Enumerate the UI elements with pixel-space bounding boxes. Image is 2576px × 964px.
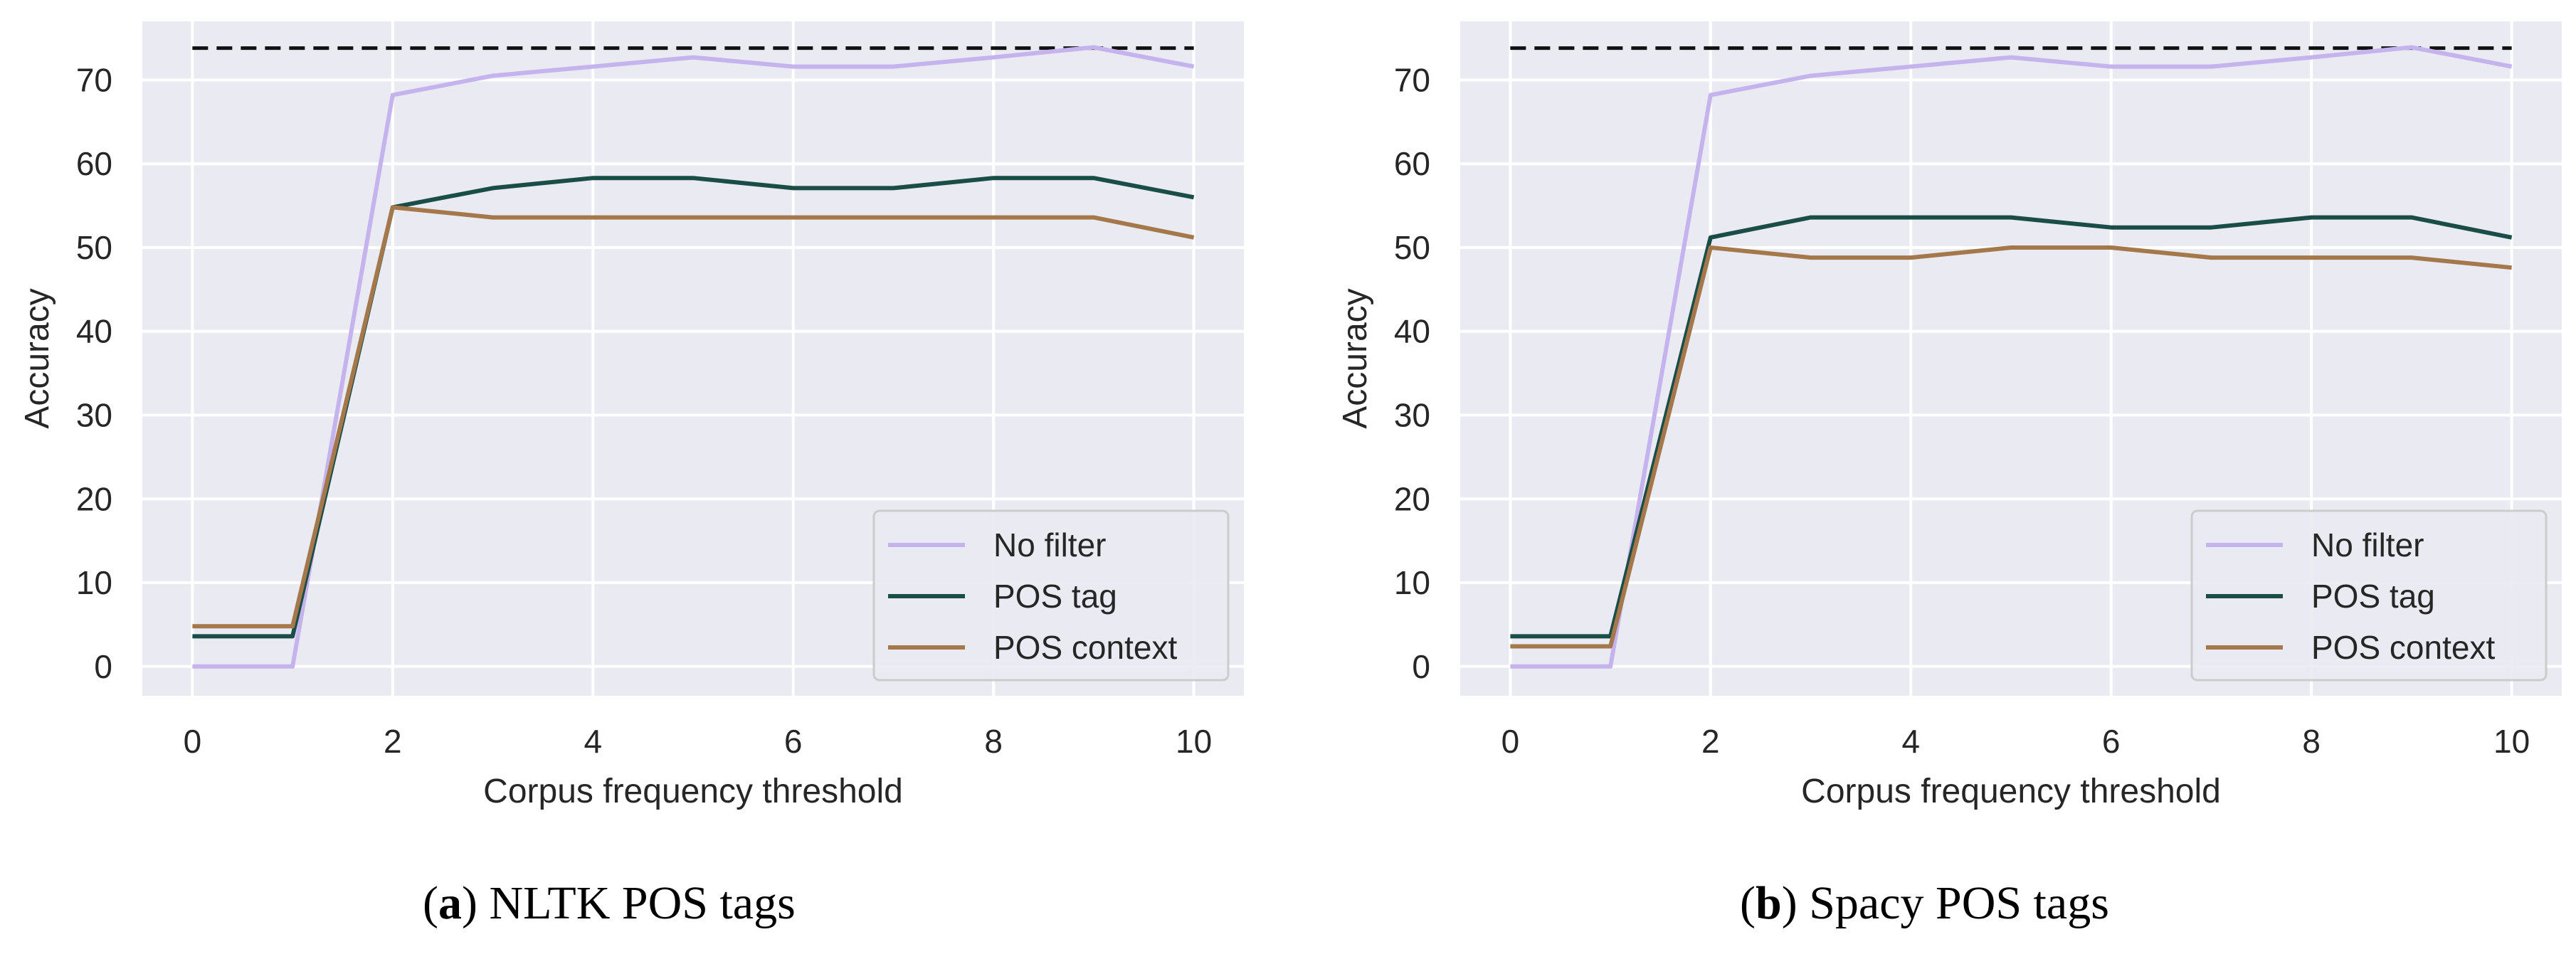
y-tick-label-b: 20 [1394,480,1430,517]
caption-a-letter: a [438,877,462,929]
x-tick-label-a: 10 [1176,723,1212,760]
x-tick-label-a: 8 [984,723,1003,760]
series-line-no-filter-a [192,45,1195,669]
y-tick-label-a: 70 [76,61,112,98]
legend-label-no-filter-a: No filter [993,526,1106,563]
x-axis-label-a: Corpus frequency threshold [483,773,903,810]
x-tick-label-a: 6 [784,723,803,760]
y-tick-label-b: 50 [1394,229,1430,266]
y-axis-label-b: Accuracy [1336,288,1374,428]
x-tick-label-a: 2 [384,723,402,760]
legend-box-b [2190,509,2548,682]
legend-label-pos-context-b: POS context [2311,629,2495,666]
legend-label-pos-tag-b: POS tag [2311,578,2435,615]
x-tick-label-b: 0 [1501,723,1520,760]
caption-b-letter: b [1755,877,1782,929]
series-line-pos-tag-b [1510,215,2513,639]
caption-b: (b) Spacy POS tags [1740,877,2109,929]
y-tick-label-b: 0 [1412,648,1430,685]
legend-label-pos-tag-a: POS tag [993,578,1117,615]
chart-a: 0 10 20 30 40 50 60 70 0 2 4 6 8 10 Corpus frequency t… [19,21,1244,810]
y-tick-label-a: 10 [76,564,112,601]
x-tick-label-b: 10 [2493,723,2530,760]
caption-b-text: Spacy POS tags [1809,877,2109,929]
legend-a: No filter POS tag POS context [872,509,1230,682]
y-tick-label-b: 60 [1394,145,1430,182]
x-tick-label-b: 4 [1901,723,1920,760]
y-tick-label-a: 30 [76,396,112,433]
y-tick-label-b: 70 [1394,61,1430,98]
x-tick-label-b: 8 [2302,723,2321,760]
x-tick-label-a: 0 [184,723,202,760]
y-tick-label-b: 10 [1394,564,1430,601]
y-tick-label-a: 50 [76,229,112,266]
x-axis-label-b: Corpus frequency threshold [1801,773,2221,810]
y-tick-label-b: 40 [1394,313,1430,350]
y-tick-label-a: 20 [76,480,112,517]
y-tick-label-a: 40 [76,313,112,350]
y-tick-label-a: 0 [94,648,112,685]
x-tick-label-b: 6 [2102,723,2121,760]
x-tick-label-a: 4 [584,723,602,760]
legend-label-no-filter-b: No filter [2311,526,2424,563]
legend-box-a [872,509,1230,682]
y-axis-label-a: Accuracy [19,288,56,428]
caption-a: (a) NLTK POS tags [423,877,796,929]
x-tick-label-b: 2 [1701,723,1720,760]
series-line-pos-context-a [192,205,1195,629]
legend-b: No filter POS tag POS context [2190,509,2548,682]
series-line-pos-context-b [1510,245,2512,649]
legend-label-pos-context-a: POS context [993,629,1177,666]
chart-b: 0 10 20 30 40 50 60 70 0 2 4 6 8 10 Corpus frequency t… [1336,21,2562,810]
series-line-no-filter-b [1510,45,2513,669]
y-tick-label-b: 30 [1394,396,1430,433]
y-tick-label-a: 60 [76,145,112,182]
caption-a-text: NLTK POS tags [489,877,796,929]
